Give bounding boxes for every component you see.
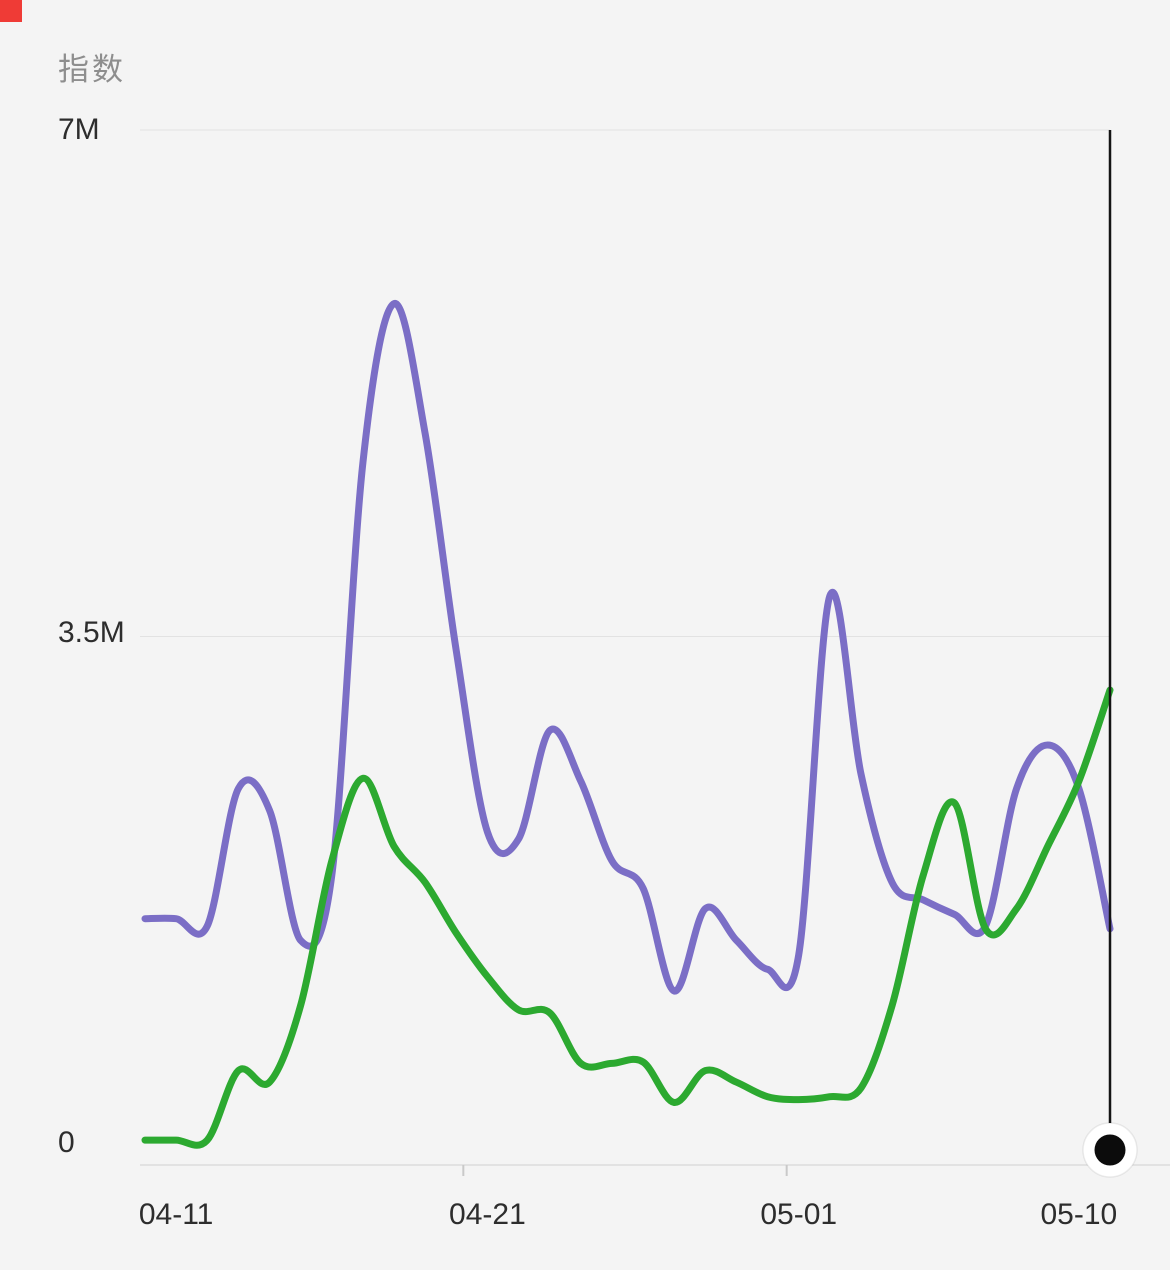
y-axis-label-0: 0: [58, 1126, 75, 1159]
chart-title: 指数: [58, 52, 126, 87]
x-axis-label-04-11: 04-11: [138, 1198, 214, 1231]
cursor-dot-handle[interactable]: [1094, 1134, 1126, 1166]
screen-corner-mark: [0, 0, 22, 22]
y-axis-label-3-5m: 3.5M: [58, 616, 125, 649]
purple-index-line: [141, 300, 1114, 995]
x-axis-label-05-10: 05-10: [1040, 1198, 1118, 1231]
x-axis-label-05-01: 05-01: [760, 1198, 838, 1231]
green-index-line: [141, 686, 1114, 1149]
x-axis-label-04-21: 04-21: [449, 1198, 526, 1231]
y-axis-label-7m: 7M: [58, 113, 100, 146]
